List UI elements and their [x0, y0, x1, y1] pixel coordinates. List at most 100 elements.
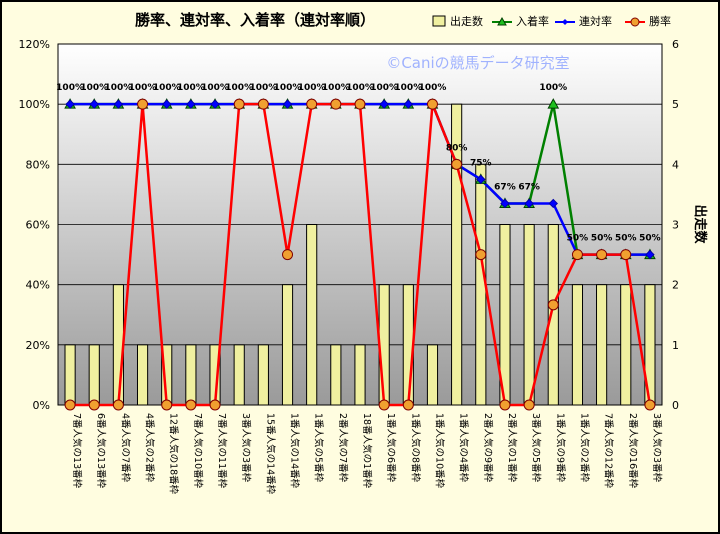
bar	[475, 163, 487, 406]
x-tick-label: 7番人気の11番枠	[216, 413, 228, 489]
data-label: 100%	[249, 83, 277, 93]
legend: 出走数 入着率 連対率 勝率	[432, 14, 671, 28]
shouritsu-point	[499, 399, 511, 411]
y-right-tick-label: 3	[672, 219, 679, 232]
rentai-point	[524, 198, 534, 209]
x-tick-label: 2番人気の7番枠	[337, 413, 349, 483]
data-label: 50%	[591, 234, 613, 244]
shouritsu-point	[620, 249, 632, 261]
y-right-tick-label: 5	[672, 98, 679, 111]
x-tick-label: 15番人気の14番枠	[264, 413, 276, 495]
bar	[596, 284, 608, 406]
data-label: 100%	[129, 83, 157, 93]
y-left-tick-label: 20%	[26, 339, 50, 352]
shouritsu-point	[523, 399, 535, 411]
data-label: 100%	[104, 83, 132, 93]
bar	[620, 284, 632, 406]
bar	[426, 344, 439, 406]
bar	[64, 344, 76, 406]
data-label: 50%	[567, 234, 589, 244]
x-tick-label: 2番人気の9番枠	[482, 413, 494, 483]
shouritsu-point	[161, 399, 173, 411]
x-tick-label: 1番人気の4番枠	[458, 413, 470, 483]
x-tick-label: 7番人気の13番枠	[71, 413, 83, 489]
x-tick-label: 1番人気の6番枠	[385, 413, 397, 483]
data-label: 100%	[153, 83, 181, 93]
x-tick-label: 4番人気の7番枠	[119, 413, 131, 483]
y-right-tick-label: 4	[672, 158, 679, 171]
data-label: 100%	[539, 83, 567, 93]
data-label: 100%	[56, 83, 84, 93]
bar	[136, 344, 149, 406]
shouritsu-point	[547, 299, 559, 311]
legend-marker-nyuchaku	[497, 16, 507, 26]
x-tick-label: 2番人気の1番枠	[506, 413, 518, 483]
y-right-tick-label: 6	[672, 38, 679, 51]
data-label: 100%	[201, 83, 229, 93]
shouritsu-point	[475, 249, 487, 261]
shouritsu-point	[137, 98, 149, 110]
chart-title: 勝率、連対率、入着率（連対率順）	[135, 11, 375, 29]
legend-marker-rentai	[562, 19, 568, 25]
y-axis-right-label: 出走数	[692, 204, 708, 244]
y-left-tick-label: 0%	[33, 399, 50, 412]
shouritsu-point	[378, 399, 390, 411]
x-tick-label: 3番人気の3番枠	[651, 413, 663, 483]
data-label: 50%	[639, 234, 661, 244]
rentai-point	[645, 249, 655, 260]
x-tick-label: 1番人気の14番枠	[289, 413, 301, 489]
shouritsu-point	[88, 399, 100, 411]
data-label: 100%	[346, 83, 374, 93]
shouritsu-point	[354, 98, 366, 110]
shouritsu-point	[451, 158, 463, 170]
data-label: 100%	[274, 83, 302, 93]
axes: 0% 20% 40% 60% 80% 100% 120% 0 1 2 3 4 5 6 7番人気の13番枠 6番…	[19, 38, 679, 495]
shouritsu-point	[330, 98, 342, 110]
data-label: 100%	[298, 83, 326, 93]
rentai-point	[186, 99, 196, 109]
x-tick-label: 2番人気の16番枠	[627, 413, 639, 489]
shouritsu-point	[306, 98, 318, 110]
x-tick-label: 1番人気の2番枠	[578, 413, 590, 483]
bar	[257, 344, 269, 406]
shouritsu-point	[257, 98, 269, 110]
bar	[330, 344, 342, 406]
rentai-point	[476, 174, 486, 185]
x-tick-label: 7番人気の12番枠	[603, 413, 615, 489]
bar	[88, 344, 100, 406]
bar	[547, 224, 559, 406]
legend-swatch-bar	[432, 15, 446, 27]
x-tick-label: 3番人気の5番枠	[530, 413, 542, 483]
rentai-point	[89, 99, 99, 109]
x-tick-label: 7番人気の10番枠	[192, 413, 204, 489]
legend-label: 勝率	[649, 14, 671, 28]
shouritsu-point	[64, 399, 76, 411]
shouritsu-point	[644, 399, 656, 411]
legend-label: 出走数	[450, 14, 483, 28]
rentai-point	[162, 99, 172, 109]
y-right-tick-label: 0	[672, 399, 679, 412]
bar	[306, 224, 318, 406]
data-label: 67%	[494, 182, 516, 192]
watermark: ©Caniの競馬データ研究室	[386, 54, 569, 72]
data-label: 100%	[322, 83, 350, 93]
shouritsu-point	[185, 399, 197, 411]
x-tick-label: 6番人気の13番枠	[95, 413, 107, 489]
data-label: 100%	[394, 83, 422, 93]
y-left-tick-label: 60%	[26, 219, 50, 232]
x-tick-label: 1番人気の8番枠	[409, 413, 421, 483]
x-tick-label: 1番人気の10番枠	[433, 413, 445, 489]
bar	[523, 224, 535, 406]
bar	[281, 284, 294, 406]
bar	[378, 284, 390, 406]
bar	[451, 103, 463, 406]
nyuchaku-point	[547, 98, 560, 109]
y-left-tick-label: 120%	[19, 38, 50, 51]
rentai-point	[379, 99, 389, 109]
data-label: 67%	[518, 182, 540, 192]
y-left-tick-label: 40%	[26, 279, 50, 292]
data-labels: 100%100%100%100%100%100%100%100%100%100%…	[56, 83, 661, 243]
rentai-point	[65, 99, 75, 109]
x-tick-label: 12番人気の18番枠	[168, 413, 180, 495]
